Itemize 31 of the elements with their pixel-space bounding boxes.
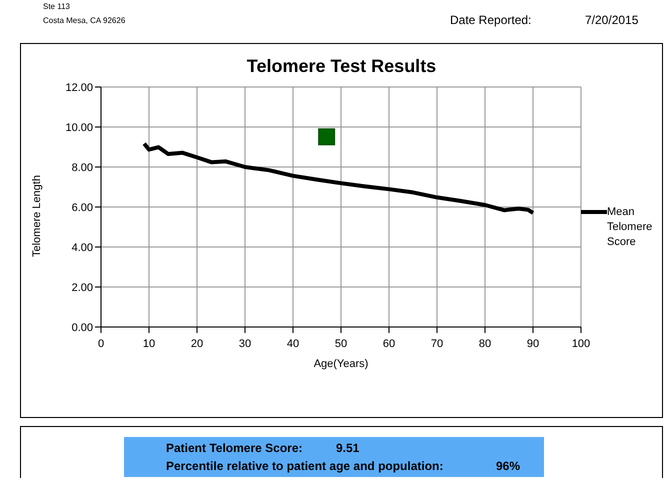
x-axis-title: Age(Years) (314, 358, 368, 370)
x-tick-label: 10 (142, 338, 156, 350)
text: Costa Mesa, CA 92626 (43, 16, 126, 25)
y-tick-label: 8.00 (72, 162, 93, 174)
y-tick-label: 6.00 (72, 202, 93, 214)
x-tick-label: 80 (478, 338, 492, 350)
x-tick-label: 100 (572, 338, 590, 350)
text: 7/20/2015 (585, 13, 638, 27)
x-tick-label: 50 (334, 338, 348, 350)
x-tick-label: 90 (526, 338, 540, 350)
x-tick-label: 20 (190, 338, 204, 350)
x-tick-label: 60 (382, 338, 396, 350)
y-tick-label: 2.00 (72, 282, 93, 294)
x-tick-label: 70 (430, 338, 444, 350)
text: 9.51 (336, 441, 360, 455)
text: 96% (496, 459, 520, 473)
x-tick-label: 40 (286, 338, 300, 350)
y-tick-label: 4.00 (72, 242, 93, 254)
y-axis-title: Telomere Length (30, 175, 43, 257)
text: Patient Telomere Score: (166, 441, 302, 455)
line-series (142, 142, 535, 215)
text: Percentile relative to patient age and population: (166, 459, 444, 473)
chart-title: Telomere Test Results (246, 56, 438, 77)
x-tick-label: 0 (98, 338, 104, 350)
y-tick-label: 0.00 (72, 322, 93, 334)
text: Ste 113 (43, 2, 70, 11)
y-tick-label: 12.00 (65, 82, 93, 94)
text: Date Reported: (450, 13, 532, 27)
x-tick-label: 30 (238, 338, 252, 350)
y-tick-label: 10.00 (65, 122, 93, 134)
legend-label: Mean Telomere Score (607, 204, 652, 250)
